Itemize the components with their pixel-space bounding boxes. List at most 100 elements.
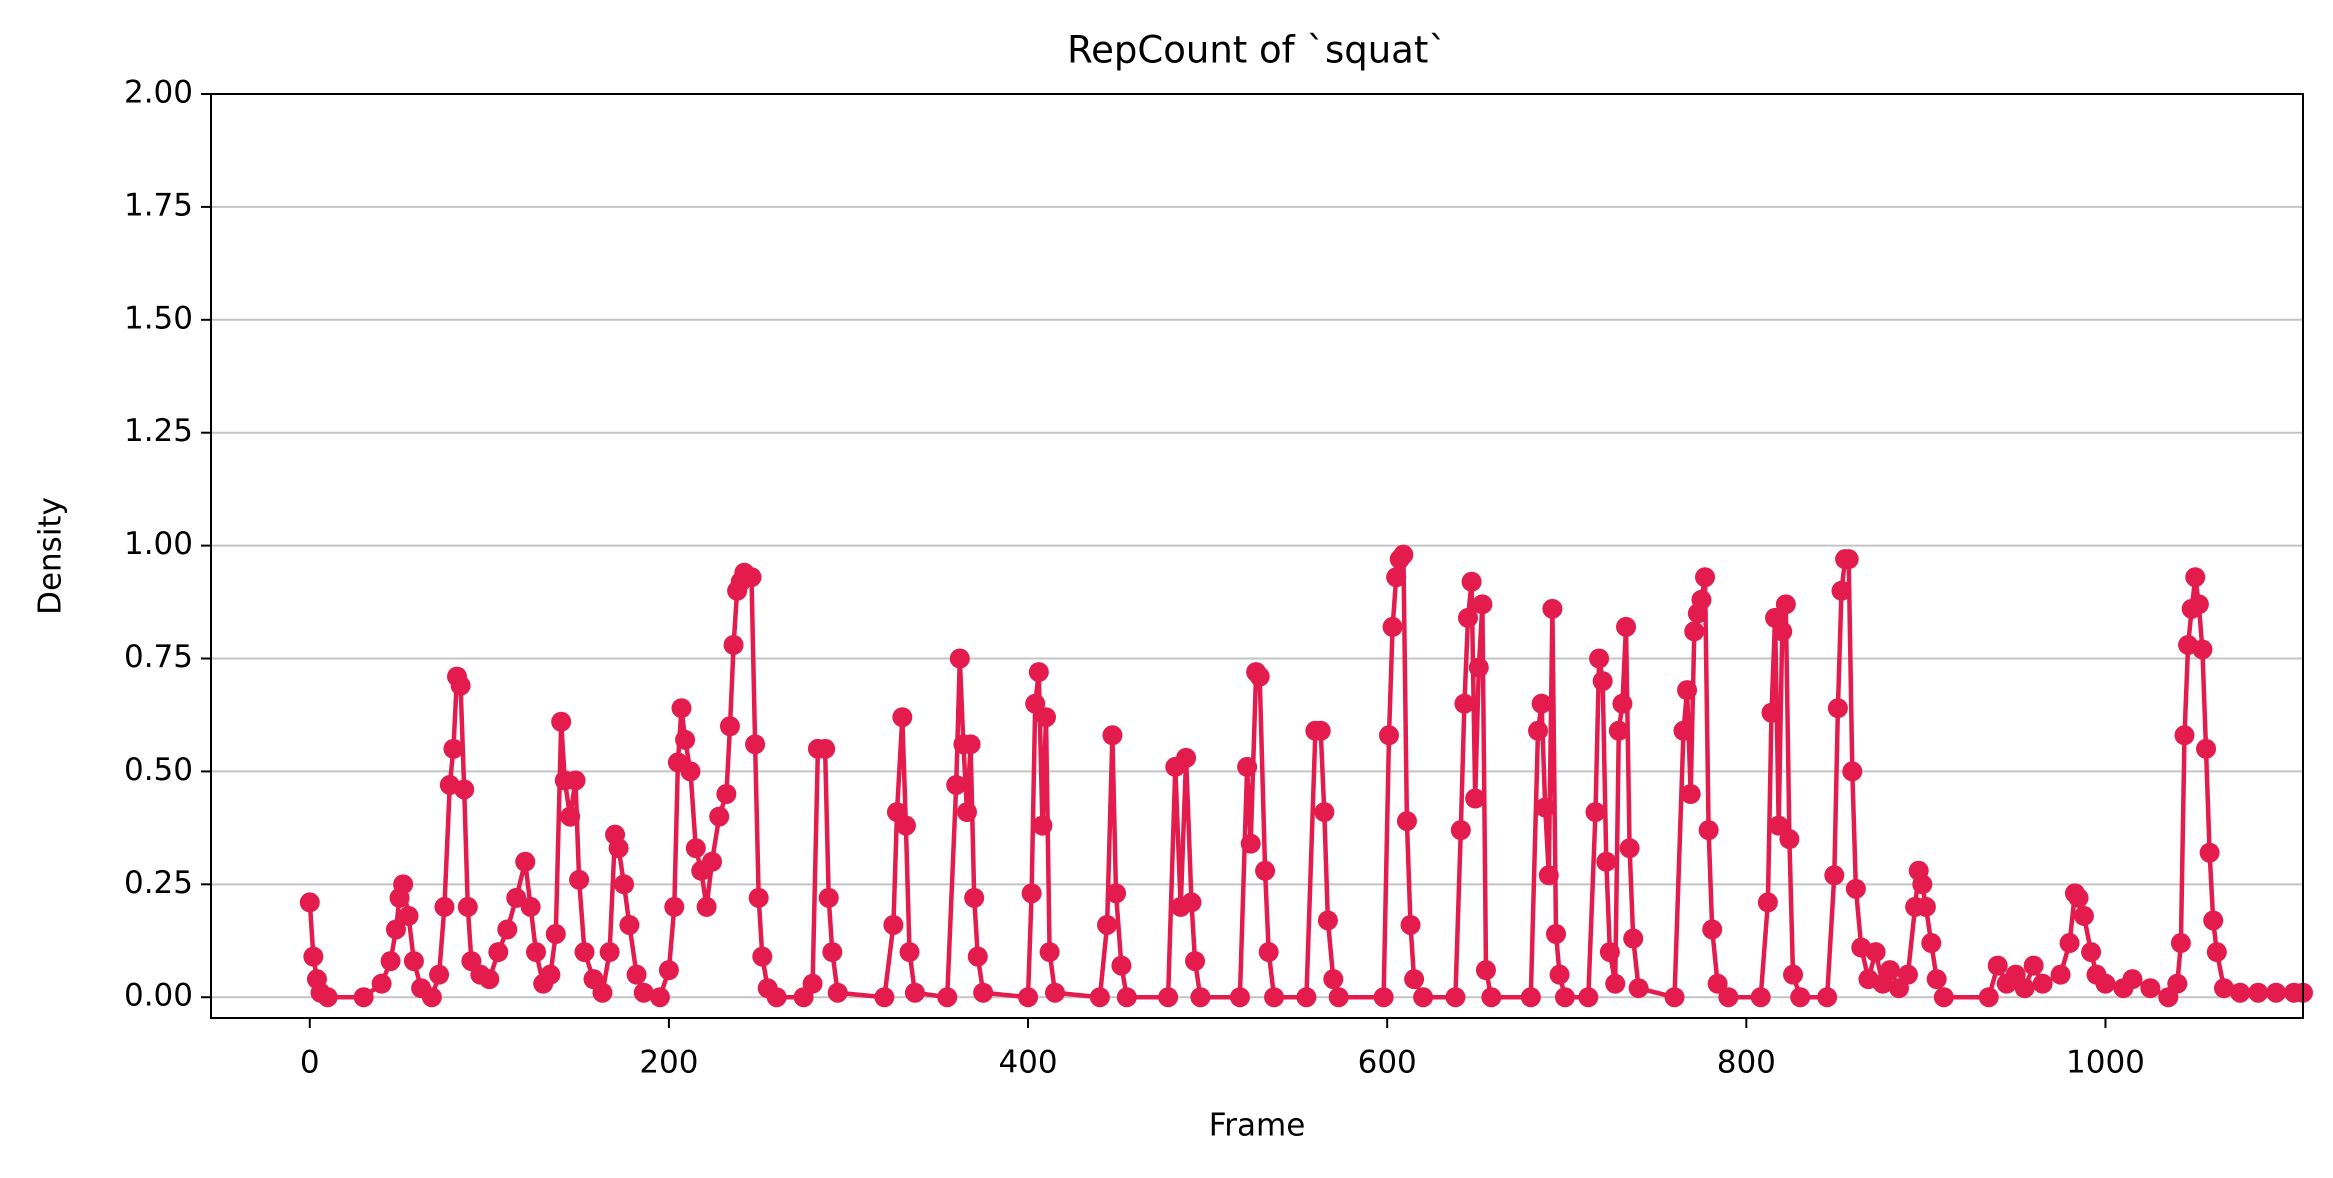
data-point (1258, 942, 1279, 963)
data-point (1628, 978, 1649, 999)
data-line (307, 552, 2303, 1000)
data-point (892, 707, 913, 728)
data-point (299, 892, 320, 913)
data-point (1413, 987, 1434, 1008)
data-point (748, 887, 769, 908)
data-point (1707, 973, 1728, 994)
data-point (1240, 833, 1261, 854)
data-point (716, 784, 737, 804)
data-point (1445, 987, 1466, 1008)
data-point (1190, 987, 1211, 1008)
data-point (2206, 942, 2227, 963)
data-point (1116, 987, 1137, 1008)
data-point (393, 874, 414, 895)
data-point (479, 969, 500, 990)
data-point (1106, 883, 1127, 904)
data-point (1599, 942, 1620, 963)
x-tick-label: 200 (639, 1045, 698, 1081)
y-tick-label: 0.75 (124, 639, 193, 675)
data-point (1255, 860, 1276, 881)
data-point (317, 987, 338, 1008)
data-point (1926, 969, 1947, 990)
data-point (895, 815, 916, 836)
data-point (802, 973, 823, 994)
data-point (1554, 987, 1575, 1008)
data-point (709, 806, 730, 827)
data-point (380, 951, 401, 972)
data-point (633, 982, 654, 1003)
data-point (2196, 738, 2217, 759)
data-point (515, 851, 536, 872)
data-point (2213, 978, 2234, 999)
data-point (1032, 815, 1053, 836)
data-point (1592, 671, 1613, 692)
data-point (964, 887, 985, 908)
data-point (599, 942, 620, 963)
data-point (1664, 987, 1685, 1008)
data-point (1535, 797, 1556, 818)
data-point (1310, 720, 1331, 741)
data-point (1912, 874, 1933, 895)
data-point (608, 838, 629, 859)
data-point (1158, 987, 1179, 1008)
data-point (1616, 616, 1637, 637)
data-point (937, 987, 958, 1008)
data-point (2073, 905, 2094, 926)
data-point (626, 964, 647, 985)
data-point (818, 887, 839, 908)
data-point (1296, 987, 1317, 1008)
data-point (1619, 838, 1640, 859)
data-point (540, 964, 561, 985)
data-point (960, 734, 981, 755)
data-point (619, 914, 640, 935)
data-point (822, 942, 843, 963)
data-point (658, 960, 679, 981)
data-point (443, 738, 464, 759)
y-tick-label: 1.50 (124, 300, 193, 336)
y-tick-label: 1.75 (124, 187, 193, 223)
data-point (1545, 924, 1566, 944)
data-point (1531, 693, 1552, 714)
data-point (1036, 707, 1057, 728)
plot-area (299, 544, 2313, 1008)
data-point (973, 982, 994, 1003)
data-point (1921, 933, 1942, 954)
data-point (696, 896, 717, 917)
data-point (1775, 594, 1796, 615)
data-point (2266, 982, 2287, 1003)
data-point (565, 770, 586, 791)
data-point (1677, 680, 1698, 701)
data-point (2050, 964, 2071, 985)
data-point (450, 675, 471, 696)
data-point (551, 711, 572, 732)
chart-title: RepCount of `squat` (1067, 29, 1447, 72)
data-point (1612, 693, 1633, 714)
data-point (1915, 896, 1936, 917)
y-tick-label: 1.00 (124, 526, 193, 562)
data-point (1382, 616, 1403, 637)
data-point (1772, 621, 1793, 642)
data-point (1185, 951, 1206, 972)
x-tick-label: 600 (1358, 1045, 1417, 1081)
data-point (723, 634, 744, 655)
data-point (1317, 910, 1338, 931)
data-point (815, 738, 836, 759)
data-point (1237, 756, 1258, 777)
data-point (2203, 910, 2224, 931)
data-point (883, 914, 904, 935)
data-point (904, 982, 925, 1003)
data-point (2248, 982, 2269, 1003)
data-point (874, 987, 895, 1008)
data-point (1025, 693, 1046, 714)
data-point (1827, 698, 1848, 719)
data-point (1684, 621, 1705, 642)
data-point (1750, 987, 1771, 1008)
data-point (569, 869, 590, 890)
data-point (1404, 969, 1425, 990)
data-point (680, 761, 701, 782)
data-point (1838, 549, 1859, 570)
data-point (685, 838, 706, 859)
data-point (1578, 987, 1599, 1008)
data-point (2032, 973, 2053, 994)
